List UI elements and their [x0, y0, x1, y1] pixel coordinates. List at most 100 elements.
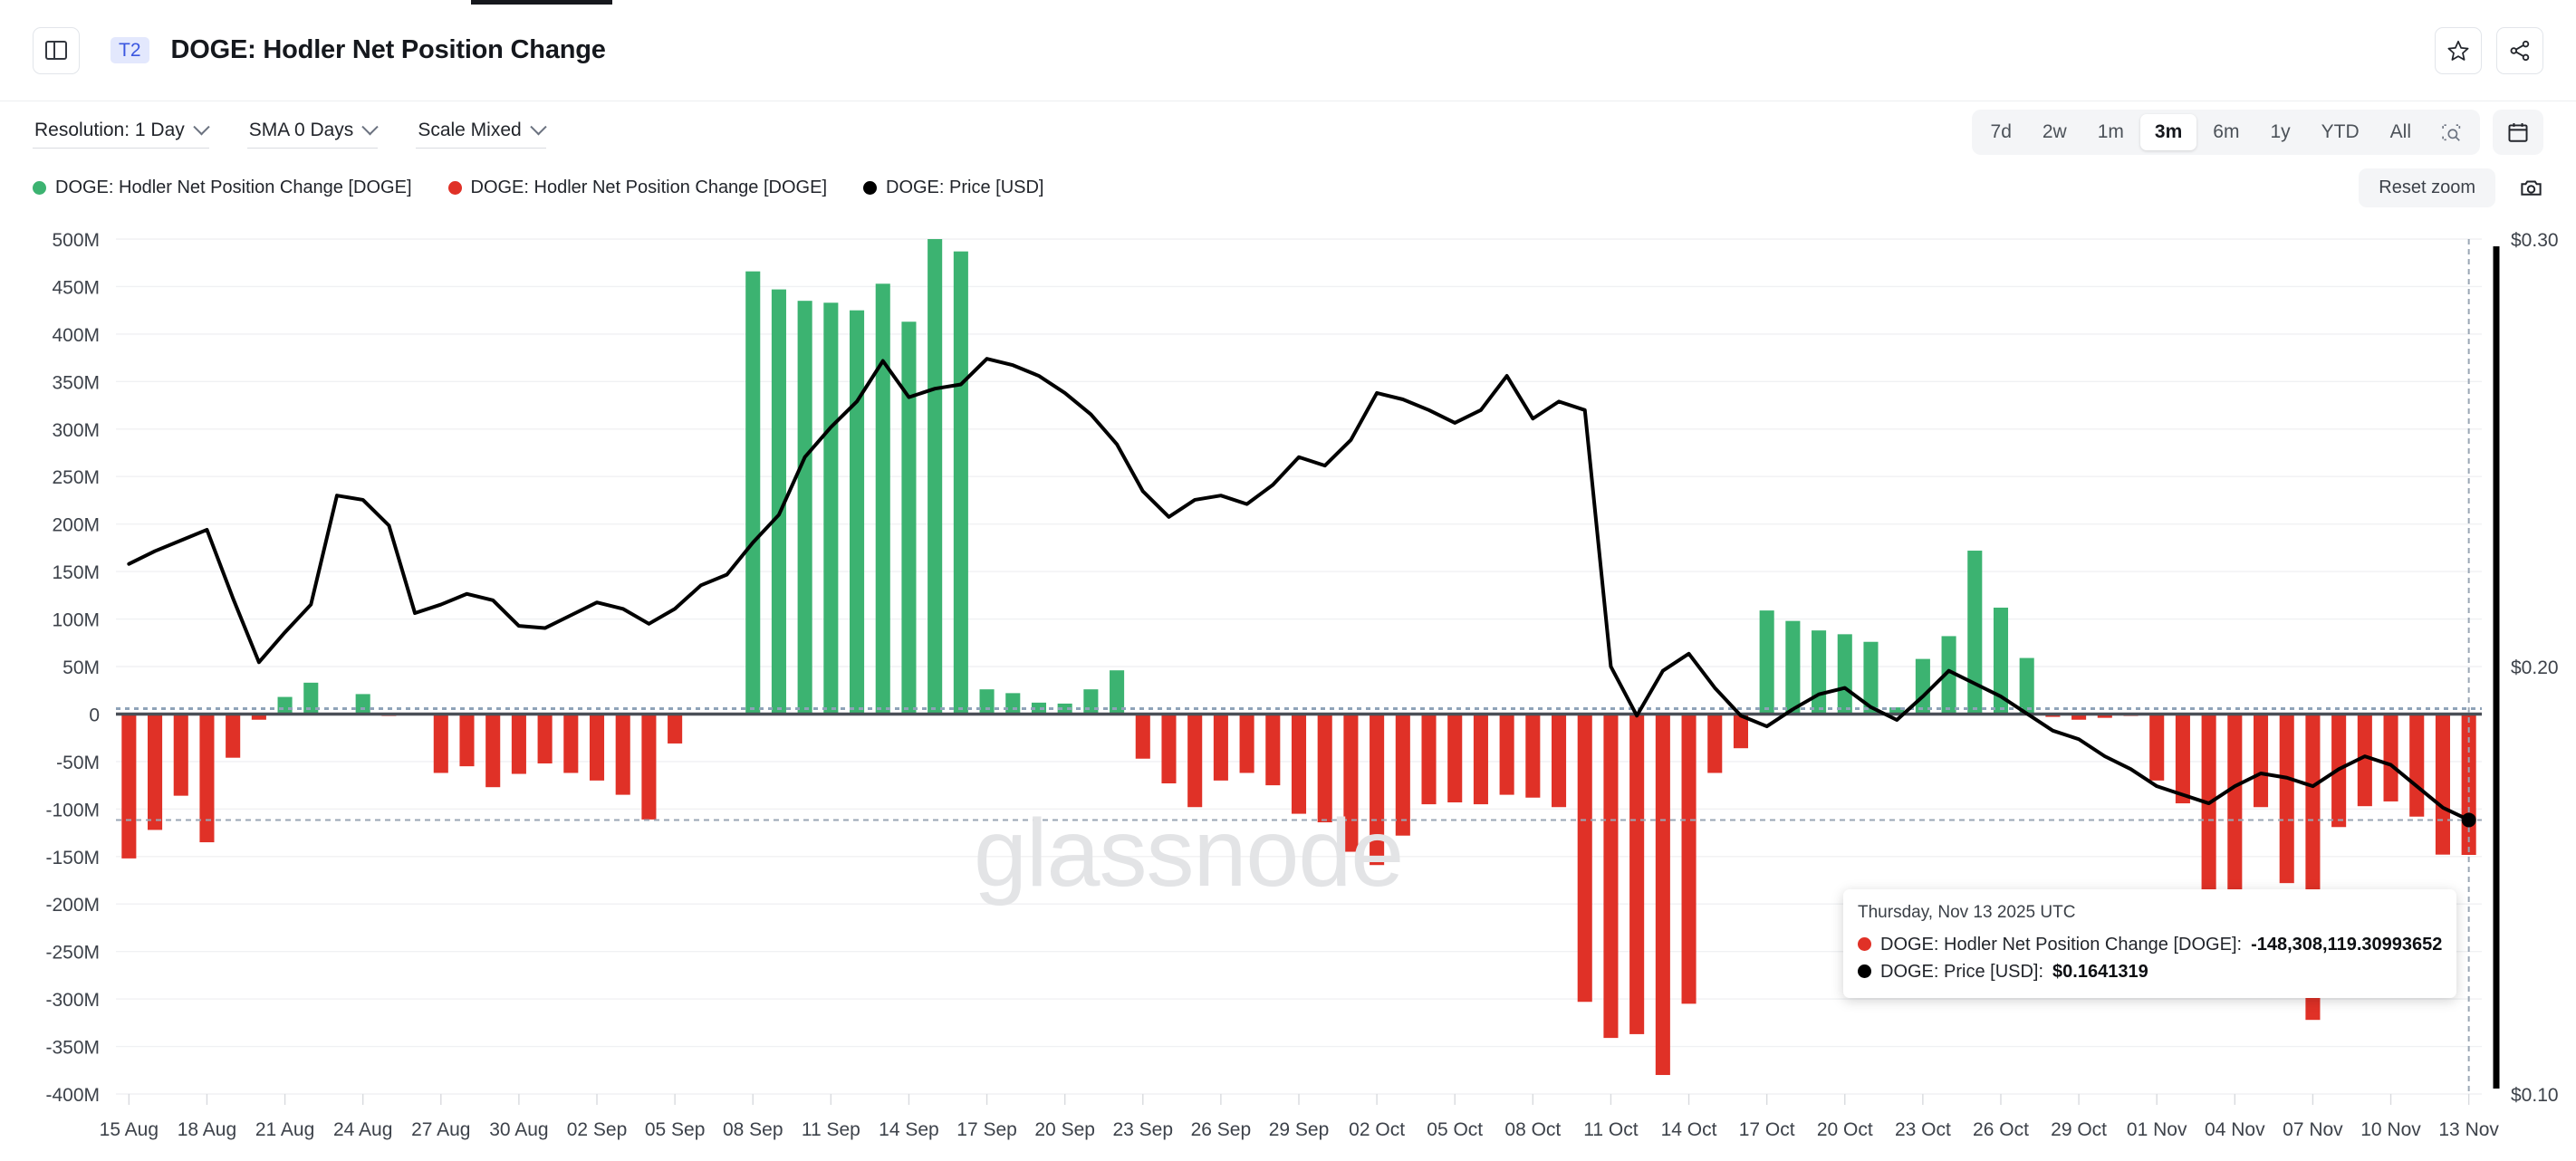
chart-bar[interactable]	[1161, 714, 1177, 784]
chart-bar[interactable]	[277, 696, 293, 715]
chart-bar[interactable]	[745, 271, 761, 715]
chart-bar[interactable]	[1213, 714, 1228, 781]
chart-bar[interactable]	[2019, 657, 2034, 715]
chart-bar[interactable]	[928, 239, 943, 715]
range-2w[interactable]: 2w	[2042, 121, 2067, 143]
chart-bar[interactable]	[615, 714, 630, 795]
price-line[interactable]	[127, 357, 2471, 822]
chart-bar[interactable]	[121, 714, 137, 859]
price-line-series[interactable]	[127, 357, 2471, 822]
chart-bar[interactable]	[1707, 714, 1723, 773]
panel-toggle-button[interactable]	[33, 26, 80, 74]
chart-bar[interactable]	[1395, 714, 1410, 836]
chart-bar[interactable]	[1525, 714, 1541, 798]
chart-bar[interactable]	[1083, 689, 1099, 715]
legend-item-hodler-positive[interactable]: DOGE: Hodler Net Position Change [DOGE]	[33, 178, 412, 198]
chart-bar[interactable]	[2227, 714, 2243, 933]
chart-bar[interactable]	[2435, 714, 2450, 855]
chart-bar[interactable]	[1343, 714, 1359, 852]
chart-bar[interactable]	[1785, 620, 1801, 715]
chart-bar[interactable]	[771, 289, 786, 715]
chart-bar[interactable]	[1941, 636, 1956, 715]
chart-bar[interactable]	[1681, 714, 1697, 1004]
range-3m[interactable]: 3m	[2139, 114, 2197, 150]
chart-bar[interactable]	[1863, 641, 1879, 715]
chart-bar[interactable]	[1629, 714, 1645, 1034]
chart-bar[interactable]	[1370, 714, 1385, 866]
chart-bar[interactable]	[875, 283, 890, 715]
chart-bar[interactable]	[1317, 714, 1332, 823]
chart-canvas[interactable]: 500M 450M 400M 350M 300M 250M 200M 150M 100M 50M 0…	[0, 212, 2576, 1161]
chart-bar[interactable]	[1889, 707, 1905, 715]
chart-bar[interactable]	[2149, 714, 2165, 781]
sma-select[interactable]: SMA 0 Days	[246, 116, 380, 149]
chart-bar[interactable]	[953, 251, 968, 715]
chart-bar[interactable]	[173, 714, 188, 796]
chart-bar[interactable]	[2383, 714, 2398, 801]
chart-bar[interactable]	[1110, 670, 1125, 715]
chart-bar[interactable]	[1031, 702, 1047, 715]
chart-bar[interactable]	[433, 714, 448, 773]
chart-bar[interactable]	[2461, 714, 2476, 856]
scale-select[interactable]: Scale Mixed	[416, 116, 547, 149]
chart-bar[interactable]	[1135, 714, 1150, 759]
chart-bar[interactable]	[1993, 607, 2009, 715]
date-picker-button[interactable]	[2493, 110, 2543, 155]
legend-item-price[interactable]: DOGE: Price [USD]	[863, 178, 1043, 198]
chart-bar[interactable]	[511, 714, 526, 774]
chart-bar[interactable]	[148, 714, 163, 830]
chart-bar[interactable]	[668, 714, 683, 744]
share-button[interactable]	[2496, 26, 2543, 74]
chart-bar[interactable]	[355, 694, 370, 715]
chart-bar[interactable]	[2175, 714, 2190, 804]
chart-bar[interactable]	[1057, 703, 1072, 715]
chart-bar[interactable]	[537, 714, 553, 763]
chart-bar[interactable]	[1005, 693, 1021, 715]
range-6m[interactable]: 6m	[2213, 121, 2240, 143]
chart-bar[interactable]	[226, 714, 241, 758]
chart-bar[interactable]	[1759, 610, 1774, 715]
chart-bar[interactable]	[2279, 714, 2294, 884]
favorite-button[interactable]	[2435, 26, 2482, 74]
chart-bar[interactable]	[823, 302, 839, 715]
range-1m[interactable]: 1m	[2097, 121, 2124, 143]
chart-bar[interactable]	[641, 714, 657, 820]
chart-bar[interactable]	[1291, 714, 1307, 814]
chart-bar[interactable]	[1967, 551, 1983, 715]
chart-bar[interactable]	[901, 321, 917, 715]
chart-bar[interactable]	[2071, 714, 2087, 720]
chart-bar[interactable]	[251, 714, 266, 720]
chart-bar[interactable]	[563, 714, 579, 773]
chart-bar[interactable]	[2357, 714, 2372, 807]
chart-bar[interactable]	[303, 682, 319, 715]
chart-bar[interactable]	[1837, 634, 1852, 715]
chart-bar[interactable]	[1915, 658, 1930, 715]
chart-bar[interactable]	[1551, 714, 1567, 808]
chart-bar[interactable]	[1473, 714, 1488, 805]
chart-bar[interactable]	[459, 714, 475, 767]
chart-bar[interactable]	[1421, 714, 1437, 805]
chart-bar[interactable]	[485, 714, 501, 788]
zoom-select-button[interactable]	[2427, 116, 2475, 149]
chart-bar[interactable]	[2409, 714, 2425, 817]
chart-bar[interactable]	[1447, 714, 1463, 802]
chart-bar[interactable]	[1603, 714, 1619, 1039]
chart-bar[interactable]	[2253, 714, 2269, 808]
chart-bar[interactable]	[2097, 714, 2112, 718]
chart-bar[interactable]	[850, 310, 865, 715]
chart-bar[interactable]	[1733, 714, 1748, 749]
screenshot-button[interactable]	[2519, 176, 2543, 200]
resolution-select[interactable]: Resolution: 1 Day	[33, 116, 210, 149]
chart-bar[interactable]	[199, 714, 215, 843]
chart-bar[interactable]	[797, 301, 812, 715]
chart-bar[interactable]	[1655, 714, 1670, 1076]
chart-bar[interactable]	[1499, 714, 1514, 795]
chart-bar[interactable]	[1577, 714, 1592, 1003]
chart-bar[interactable]	[2201, 714, 2216, 898]
chart-bar[interactable]	[1239, 714, 1254, 773]
range-7d[interactable]: 7d	[1990, 121, 2012, 143]
range-1y[interactable]: 1y	[2270, 121, 2291, 143]
range-ytd[interactable]: YTD	[2321, 121, 2360, 143]
chart-bar[interactable]	[979, 689, 995, 715]
reset-zoom-button[interactable]: Reset zoom	[2359, 168, 2495, 207]
